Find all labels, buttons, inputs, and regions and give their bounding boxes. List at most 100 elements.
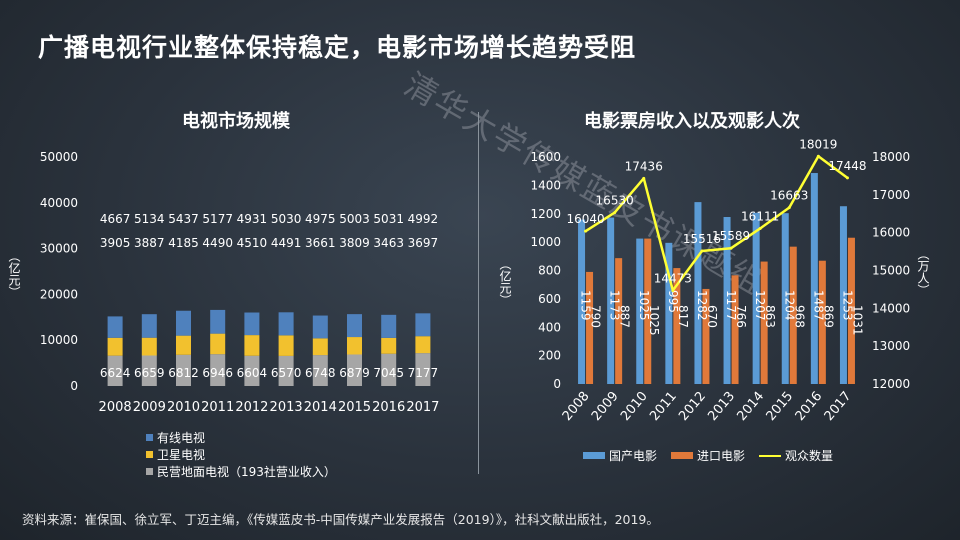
- film-ytick-label: 0: [553, 377, 561, 391]
- legend-swatch-audience: [759, 454, 782, 457]
- tv-data-label: 5030: [271, 212, 302, 226]
- tv-data-label: 4931: [237, 212, 268, 226]
- film-data-label: 1282: [695, 290, 709, 321]
- film-data-label: 1025: [647, 305, 661, 336]
- tv-data-label: 3463: [373, 236, 404, 250]
- film-bar-domestic: [723, 217, 731, 384]
- tv-xtick-label: 2017: [406, 400, 439, 415]
- film-legend: 国产电影 进口电影 观众数量: [583, 447, 847, 464]
- film-xtick-label: 2010: [618, 389, 651, 424]
- tv-bar-segment: [210, 333, 226, 355]
- tv-bar-segment: [312, 338, 328, 356]
- tv-bar-segment: [415, 353, 431, 386]
- film-audience-point: [758, 226, 762, 230]
- film-audience-point: [671, 288, 675, 292]
- tv-bar-segment: [381, 314, 397, 338]
- film-bar-imported: [615, 258, 623, 384]
- film-xtick-label: 2014: [734, 389, 767, 424]
- film-ytick-label: 800: [538, 264, 561, 278]
- film-y2tick-label: 12000: [872, 377, 910, 391]
- film-line-label: 17436: [625, 159, 663, 173]
- tv-data-label: 3887: [134, 236, 165, 250]
- legend-label-private: 民营地面电视（193社营业收入）: [157, 465, 336, 479]
- film-bar-domestic: [607, 217, 615, 384]
- tv-bar-segment: [107, 316, 123, 338]
- source-note: 资料来源：崔保国、徐立军、丁迈主编，《传媒蓝皮书-中国传媒产业发展报告（2019…: [22, 512, 659, 527]
- tv-bar-segment: [415, 336, 431, 354]
- tv-bar-segment: [347, 354, 362, 386]
- tv-bar-segment: [347, 314, 362, 338]
- tv-ytick-label: 40000: [40, 196, 78, 210]
- legend-item-imported: 进口电影: [671, 447, 745, 464]
- film-line-label: 15516: [683, 232, 721, 246]
- tv-data-label: 4491: [271, 236, 302, 250]
- tv-bar-segment: [141, 314, 157, 338]
- film-bar-imported: [644, 238, 652, 384]
- film-data-label: 1207: [753, 290, 767, 321]
- tv-bar-segment: [244, 312, 260, 336]
- tv-ytick-label: 20000: [40, 287, 78, 301]
- tv-xtick-label: 2016: [372, 400, 405, 415]
- film-data-label: 1204: [782, 290, 796, 321]
- tv-ytick-label: 30000: [40, 242, 78, 256]
- tv-bar-segment: [176, 310, 191, 336]
- film-audience-point: [816, 154, 820, 158]
- tv-bar-segment: [244, 335, 260, 356]
- tv-data-label: 4185: [168, 236, 199, 250]
- legend-item-audience: 观众数量: [759, 447, 833, 464]
- tv-bar-segment: [141, 355, 157, 386]
- film-data-label: 1025: [637, 290, 651, 321]
- film-data-label: 766: [734, 305, 748, 328]
- legend-label-imported: 进口电影: [697, 449, 746, 463]
- film-audience-point: [613, 211, 617, 215]
- film-bar-domestic: [578, 219, 586, 384]
- tv-ytick-label: 50000: [40, 150, 78, 164]
- film-audience-point: [845, 176, 849, 180]
- film-line-label: 16663: [770, 189, 808, 203]
- tv-data-label: 4975: [305, 212, 336, 226]
- film-data-label: 1487: [811, 290, 825, 321]
- tv-xtick-label: 2013: [270, 400, 303, 415]
- film-data-label: 995: [666, 290, 680, 313]
- film-audience-point: [700, 249, 704, 253]
- film-xtick-label: 2012: [676, 389, 709, 424]
- film-data-label: 1173: [608, 290, 622, 321]
- legend-swatch-satellite: [146, 451, 153, 458]
- film-bar-imported: [789, 246, 797, 384]
- film-y2tick-label: 18000: [872, 150, 910, 164]
- legend-item-domestic: 国产电影: [583, 447, 657, 464]
- tv-bar-segment: [107, 337, 123, 356]
- legend-swatch-domestic: [583, 452, 605, 459]
- tv-xtick-label: 2014: [304, 400, 337, 415]
- legend-item-cable: 有线电视: [146, 429, 336, 446]
- tv-data-label: 3697: [408, 236, 439, 250]
- film-y2tick-label: 14000: [872, 301, 910, 315]
- film-data-label: 817: [676, 305, 690, 328]
- film-data-label: 1177: [724, 290, 738, 321]
- tv-xtick-label: 2015: [338, 400, 371, 415]
- tv-data-label: 4510: [237, 236, 268, 250]
- tv-data-label: 6570: [271, 366, 302, 380]
- tv-xtick-label: 2012: [235, 400, 268, 415]
- legend-label-cable: 有线电视: [157, 431, 206, 445]
- film-data-label: 1253: [840, 290, 854, 321]
- legend-item-private: 民营地面电视（193社营业收入）: [146, 463, 336, 480]
- film-ytick-label: 1000: [530, 235, 561, 249]
- film-bar-domestic: [694, 202, 702, 384]
- film-line-label: 14473: [654, 271, 692, 285]
- film-line-label: 18019: [799, 137, 837, 151]
- film-data-label: 863: [763, 305, 777, 328]
- tv-bar-segment: [210, 309, 226, 334]
- tv-data-label: 5437: [168, 212, 199, 226]
- legend-swatch-cable: [146, 434, 153, 441]
- tv-data-label: 6946: [202, 366, 233, 380]
- tv-ytick-label: 10000: [40, 333, 78, 347]
- film-data-label: 1159: [579, 290, 593, 321]
- tv-bar-segment: [278, 335, 294, 356]
- tv-data-label: 4490: [202, 236, 233, 250]
- film-audience-point: [787, 206, 791, 210]
- film-bar-imported: [586, 271, 594, 384]
- film-line-label: 16530: [596, 194, 634, 208]
- film-bar-imported: [731, 275, 739, 384]
